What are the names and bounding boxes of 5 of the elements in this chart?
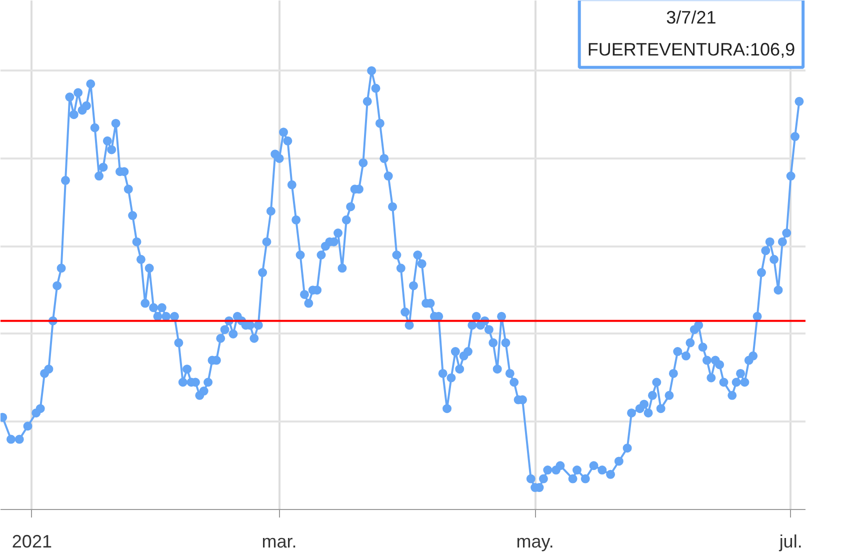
x-tick-label: jul. [778, 532, 802, 552]
x-tick-label: may. [516, 532, 554, 552]
x-tick-label: mar. [262, 532, 297, 552]
x-tick-label: 2021 [12, 532, 52, 552]
annotation: 3/7/21 FUERTEVENTURA:106,9 [587, 7, 796, 60]
